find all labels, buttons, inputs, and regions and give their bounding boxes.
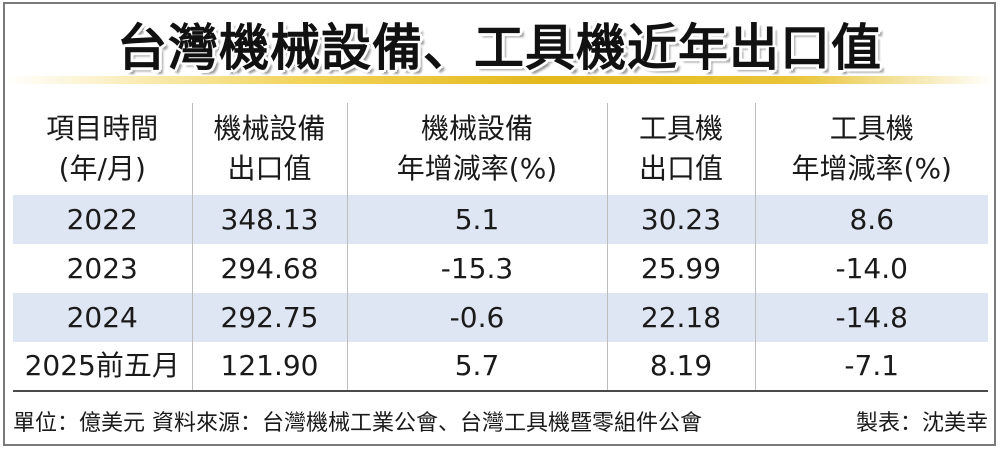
cell-machinery-export: 292.75 <box>192 293 348 342</box>
cell-period: 2025前五月 <box>13 342 193 392</box>
column-header-machine-tool-export: 工具機 出口值 <box>607 103 756 195</box>
footer: 單位：億美元 資料來源：台灣機械工業公會、台灣工具機暨零組件公會 製表：沈美幸 <box>13 409 988 439</box>
column-header-machinery-export: 機械設備 出口值 <box>192 103 348 195</box>
page-title: 台灣機械設備、工具機近年出口值 <box>117 19 882 77</box>
cell-period: 2022 <box>13 195 193 244</box>
cell-machine-tool-export: 8.19 <box>607 342 756 392</box>
cell-machinery-export: 121.90 <box>192 342 348 392</box>
cell-period: 2024 <box>13 293 193 342</box>
cell-machine-tool-export: 25.99 <box>607 244 756 293</box>
cell-machinery-growth: -0.6 <box>347 293 608 342</box>
cell-machine-tool-export: 30.23 <box>607 195 756 244</box>
cell-period: 2023 <box>13 244 193 293</box>
column-header-period: 項目時間 (年/月) <box>13 103 193 195</box>
source-note: 單位：億美元 資料來源：台灣機械工業公會、台灣工具機暨零組件公會 <box>13 411 702 436</box>
cell-machinery-growth: 5.7 <box>347 342 608 392</box>
column-header-machinery-growth: 機械設備 年增減率(%) <box>347 103 608 195</box>
cell-machine-tool-growth: 8.6 <box>755 195 988 244</box>
column-header-machine-tool-growth: 工具機 年增減率(%) <box>791 112 952 185</box>
cell-machine-tool-export: 22.18 <box>607 293 756 342</box>
cell-machine-tool-growth: -7.1 <box>755 342 988 392</box>
infographic-frame: 台灣機械設備、工具機近年出口值 項目時間 (年/月) 機械設備 出口值 機械設備 年增… <box>3 2 996 446</box>
export-value-table: 項目時間 (年/月) 機械設備 出口值 機械設備 年增減率(%) 工具機 出口值 工具機… <box>13 103 988 392</box>
title-band: 台灣機械設備、工具機近年出口值 <box>5 4 994 77</box>
credit-note: 製表：沈美幸 <box>855 411 988 436</box>
cell-machinery-growth: 5.1 <box>347 195 608 244</box>
table-header-row: 項目時間 (年/月) 機械設備 出口值 機械設備 年增減率(%) 工具機 出口值 工具機… <box>13 103 988 195</box>
table-row: 2023 294.68 -15.3 25.99 -14.0 <box>13 244 988 293</box>
cell-machine-tool-growth: -14.8 <box>755 293 988 342</box>
table-row: 2022 348.13 5.1 30.23 8.6 <box>13 195 988 244</box>
cell-machinery-export: 348.13 <box>192 195 348 244</box>
table-row: 2024 292.75 -0.6 22.18 -14.8 <box>13 293 988 342</box>
title-divider <box>5 76 994 84</box>
table-row: 2025前五月 121.90 5.7 8.19 -7.1 <box>13 342 988 392</box>
cell-machine-tool-growth: -14.0 <box>835 251 908 285</box>
cell-machinery-growth: -15.3 <box>347 244 608 293</box>
cell-machinery-export: 294.68 <box>192 244 348 293</box>
